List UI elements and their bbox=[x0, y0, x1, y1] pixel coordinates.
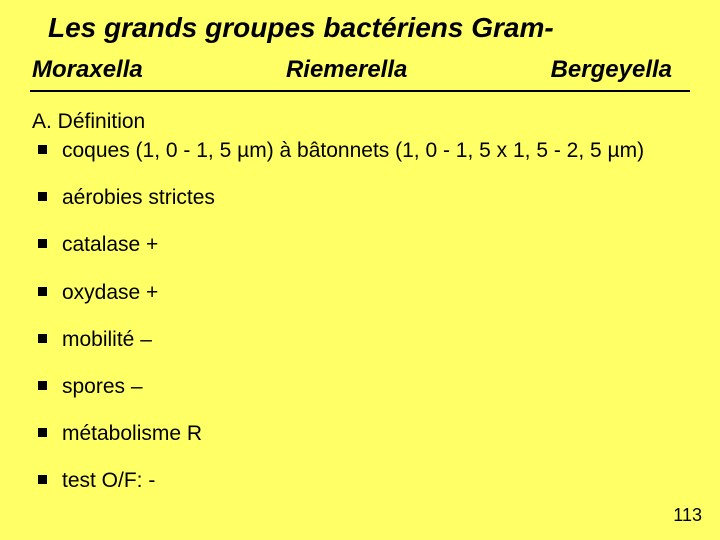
slide-title: Les grands groupes bactériens Gram- bbox=[48, 12, 690, 44]
section-heading: A. Définition bbox=[32, 110, 690, 134]
genera-row: Moraxella Riemerella Bergeyella bbox=[30, 56, 690, 92]
list-item: mobilité – bbox=[34, 327, 690, 352]
genus-center: Riemerella bbox=[286, 56, 407, 84]
list-item: aérobies strictes bbox=[34, 185, 690, 210]
genus-right: Bergeyella bbox=[551, 56, 672, 84]
list-item: test O/F: - bbox=[34, 468, 690, 493]
list-item: oxydase + bbox=[34, 280, 690, 305]
list-item: spores – bbox=[34, 374, 690, 399]
list-item: coques (1, 0 - 1, 5 µm) à bâtonnets (1, … bbox=[34, 138, 690, 163]
genus-left: Moraxella bbox=[32, 56, 143, 84]
bullet-list: coques (1, 0 - 1, 5 µm) à bâtonnets (1, … bbox=[30, 138, 690, 494]
slide-container: Les grands groupes bactériens Gram- Mora… bbox=[0, 0, 720, 540]
list-item: catalase + bbox=[34, 232, 690, 257]
list-item: métabolisme R bbox=[34, 421, 690, 446]
page-number: 113 bbox=[673, 505, 702, 526]
